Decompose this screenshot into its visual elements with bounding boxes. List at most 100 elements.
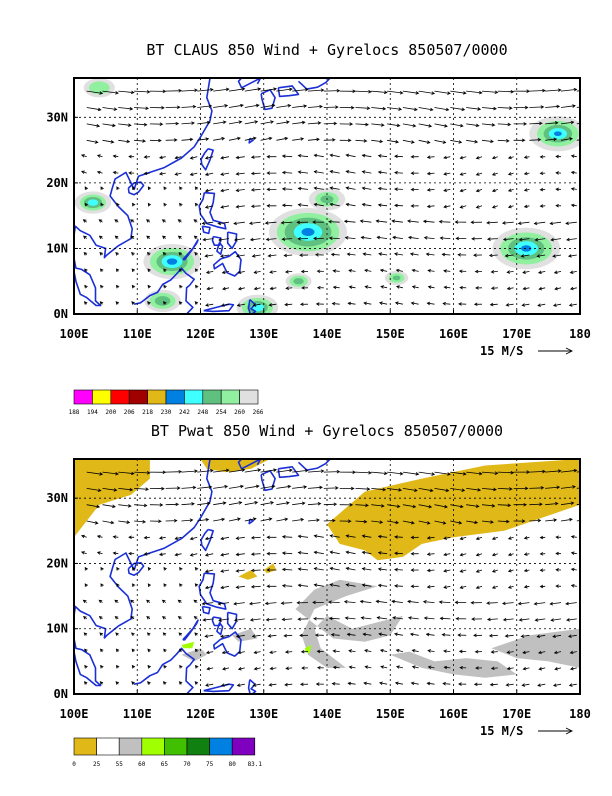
wind-vector	[426, 188, 435, 192]
colorbar-label: 200	[105, 409, 116, 416]
wind-vector	[344, 236, 356, 240]
wind-vector	[193, 219, 198, 223]
wind-vector	[149, 486, 165, 491]
wind-vector	[378, 301, 388, 306]
colorbar-label: 55	[116, 761, 124, 768]
wind-vector	[560, 120, 575, 125]
coastline-segment	[270, 316, 308, 325]
wind-vector	[450, 123, 464, 128]
wind-vector	[345, 186, 356, 190]
wind-vector	[569, 286, 577, 291]
wind-vector	[438, 600, 451, 604]
wind-vector	[128, 535, 135, 540]
wind-vector	[83, 681, 88, 685]
wind-vector	[426, 301, 435, 306]
colorbar-label: 248	[197, 409, 208, 416]
wind-vector	[434, 123, 448, 128]
wind-vector	[220, 172, 230, 176]
wind-vector	[371, 139, 384, 144]
wind-vector	[213, 484, 229, 489]
wind-vector	[276, 136, 289, 141]
wind-vector	[529, 518, 542, 523]
x-tick-label: 120E	[186, 707, 215, 721]
wind-vector	[146, 632, 151, 636]
wind-vector	[313, 170, 324, 174]
wind-vector	[86, 488, 102, 492]
pwat-region	[74, 459, 150, 538]
wind-vector	[253, 286, 261, 291]
wind-vector	[475, 569, 483, 573]
claus-wind-vectors	[80, 87, 580, 307]
wind-vector	[481, 123, 496, 127]
wind-vector	[250, 552, 261, 556]
wind-vector	[560, 468, 578, 473]
wind-vector	[197, 120, 211, 125]
wind-vector	[402, 488, 418, 492]
wind-vector	[517, 601, 530, 606]
wind-vector	[539, 187, 546, 192]
cloud-contour	[301, 228, 315, 237]
wind-vector	[307, 469, 325, 473]
wind-vector	[442, 681, 451, 686]
wind-vector	[329, 550, 340, 555]
wind-vector	[300, 649, 309, 654]
wind-vector	[276, 517, 289, 522]
coastline-segment	[211, 235, 222, 246]
wind-vector	[179, 202, 183, 207]
wind-vector	[233, 601, 245, 606]
wind-vector	[520, 254, 530, 258]
wind-vector	[410, 204, 419, 208]
coastline-segment	[182, 619, 199, 641]
wind-vector	[450, 520, 463, 525]
wind-vector	[80, 170, 87, 174]
wind-vector	[269, 650, 277, 654]
coastline-segment	[277, 466, 300, 479]
wind-vector	[84, 202, 88, 207]
wind-vector	[315, 682, 324, 686]
wind-vector	[114, 219, 119, 223]
wind-vector	[347, 681, 356, 686]
wind-vector	[267, 634, 277, 638]
wind-vector	[410, 187, 419, 192]
colorbar-swatch	[141, 737, 165, 756]
x-tick-label: 120E	[186, 327, 215, 341]
wind-vector	[486, 601, 498, 605]
wind-vector	[410, 535, 419, 540]
wind-vector	[507, 552, 514, 557]
wind-vector	[220, 569, 230, 573]
wind-vector	[189, 172, 198, 176]
coastline-segment	[297, 459, 331, 471]
wind-vector	[371, 487, 387, 492]
wind-vector	[539, 552, 546, 556]
wind-vector	[576, 106, 580, 108]
wind-vector	[376, 616, 388, 620]
wind-vector	[427, 665, 435, 670]
wind-vector	[466, 107, 482, 111]
claus-coastlines	[74, 78, 331, 325]
wind-vector	[228, 501, 243, 506]
colorbar-swatch	[220, 389, 240, 405]
wind-vector	[565, 221, 577, 225]
wind-vector	[313, 583, 324, 587]
wind-vector	[86, 107, 102, 112]
wind-vector	[181, 137, 194, 142]
wind-vector	[466, 504, 480, 508]
coastline-segment	[213, 250, 242, 277]
wind-vector	[218, 237, 230, 242]
wind-vector	[83, 615, 87, 620]
x-tick-label: 150E	[376, 707, 405, 721]
wind-vector	[158, 536, 166, 540]
wind-vector	[134, 503, 148, 508]
wind-vector	[378, 632, 388, 637]
wind-vector	[355, 470, 372, 475]
wind-vector	[102, 139, 115, 144]
wind-vector	[112, 535, 119, 539]
wind-vector	[539, 584, 546, 589]
wind-vector	[228, 517, 241, 522]
wind-vector	[178, 632, 183, 636]
wind-vector	[134, 139, 147, 143]
wind-vector	[116, 566, 120, 571]
wind-vector	[99, 681, 104, 685]
wind-vector	[457, 253, 467, 257]
